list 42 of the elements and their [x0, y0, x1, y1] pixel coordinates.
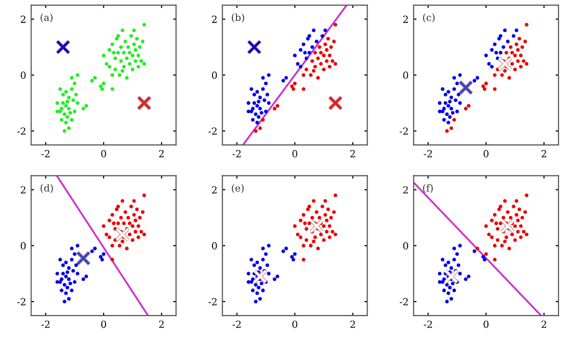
y-tick-label: 0 — [403, 242, 408, 250]
x-tick-label: 2 — [159, 150, 164, 158]
y-tick-label: -2 — [208, 127, 217, 135]
y-tick-label: 0 — [20, 242, 26, 250]
x-tick-label: 2 — [350, 320, 355, 328]
y-tick-label: 2 — [20, 186, 26, 194]
y-tick-label: 2 — [20, 16, 26, 23]
annotation: (f) — [423, 184, 433, 194]
x-tick-label: -2 — [424, 320, 432, 328]
x-tick-label: 2 — [350, 150, 355, 158]
y-tick-label: 2 — [403, 16, 408, 23]
y-tick-label: -2 — [400, 298, 408, 306]
x-tick-label: 0 — [484, 150, 489, 158]
y-tick-label: 2 — [212, 186, 217, 194]
annotation: (d) — [40, 184, 53, 194]
x-tick-label: 0 — [292, 320, 298, 328]
x-tick-label: 2 — [542, 320, 546, 328]
y-tick-label: 0 — [212, 72, 217, 79]
annotation: (b) — [232, 14, 244, 22]
y-tick-label: 0 — [20, 72, 26, 79]
x-tick-label: -2 — [232, 320, 241, 328]
x-tick-label: 0 — [484, 320, 489, 328]
x-tick-label: -2 — [41, 150, 50, 158]
x-tick-label: 2 — [159, 320, 164, 328]
x-tick-label: -2 — [232, 150, 241, 158]
y-tick-label: -2 — [17, 127, 26, 135]
x-tick-label: 0 — [101, 150, 106, 158]
annotation: (a) — [40, 14, 52, 22]
y-tick-label: 2 — [212, 16, 217, 23]
y-tick-label: 0 — [212, 242, 217, 250]
y-tick-label: 2 — [403, 186, 408, 194]
y-tick-label: 0 — [403, 72, 408, 79]
x-tick-label: -2 — [424, 150, 432, 158]
x-tick-label: 2 — [542, 150, 546, 158]
annotation: (e) — [232, 184, 244, 194]
y-tick-label: -2 — [208, 298, 217, 306]
y-tick-label: -2 — [400, 127, 408, 135]
x-tick-label: -2 — [41, 320, 50, 328]
x-tick-label: 0 — [101, 320, 106, 328]
x-tick-label: 0 — [292, 150, 298, 158]
y-tick-label: -2 — [17, 298, 26, 306]
annotation: (c) — [423, 14, 435, 22]
